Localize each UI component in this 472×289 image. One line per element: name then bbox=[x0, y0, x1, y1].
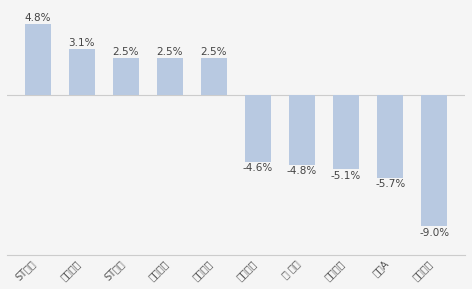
Text: 2.5%: 2.5% bbox=[157, 47, 183, 57]
Bar bbox=[289, 95, 315, 165]
Bar bbox=[25, 25, 51, 95]
Bar bbox=[157, 58, 183, 95]
Bar bbox=[421, 95, 447, 226]
Bar bbox=[113, 58, 139, 95]
Text: 3.1%: 3.1% bbox=[68, 38, 95, 48]
Bar bbox=[201, 58, 227, 95]
Text: 2.5%: 2.5% bbox=[201, 47, 227, 57]
Text: 4.8%: 4.8% bbox=[25, 13, 51, 23]
Bar bbox=[333, 95, 359, 169]
Text: 2.5%: 2.5% bbox=[113, 47, 139, 57]
Text: -9.0%: -9.0% bbox=[419, 228, 449, 238]
Text: -4.6%: -4.6% bbox=[243, 163, 273, 173]
Bar bbox=[68, 49, 95, 95]
Bar bbox=[377, 95, 404, 178]
Text: -5.7%: -5.7% bbox=[375, 179, 405, 189]
Text: -5.1%: -5.1% bbox=[331, 171, 361, 181]
Text: -4.8%: -4.8% bbox=[287, 166, 317, 176]
Bar bbox=[245, 95, 271, 162]
